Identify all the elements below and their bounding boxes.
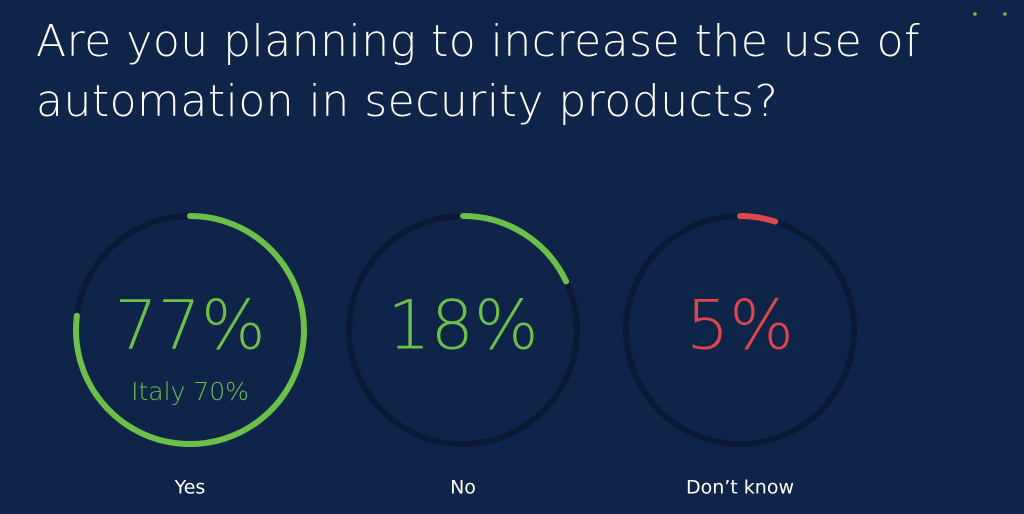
value-label: 77% [114,287,265,366]
category-label: Yes [174,477,206,499]
decor-dot [1003,12,1007,16]
gauge-arc [460,213,570,285]
annotation: Italy 70% [131,377,249,406]
decor-dot [973,12,977,16]
category-label: No [450,477,476,499]
slide-title: Are you planning to increase the use of … [36,16,921,127]
gauge-arc [73,213,307,447]
value-label: 18% [387,287,538,366]
gauge-arc [737,213,779,225]
category-label: Don’t know [686,477,794,499]
value-label: 5% [686,287,794,366]
